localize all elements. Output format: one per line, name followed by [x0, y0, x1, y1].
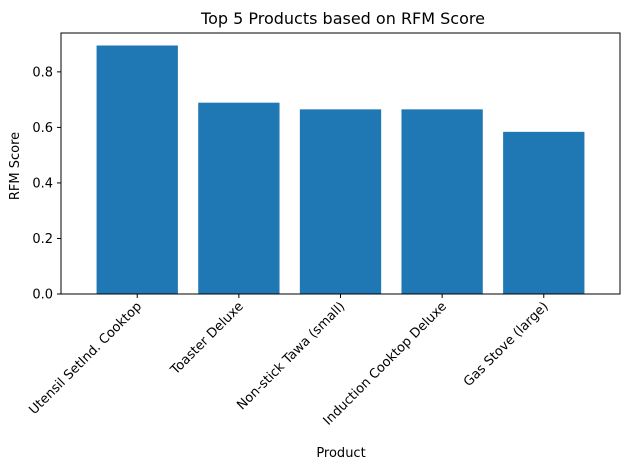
x-tick-label: Induction Cooktop Deluxe — [321, 299, 450, 428]
x-tick-label: Utensil SetInd. Cooktop — [26, 299, 145, 418]
x-tick-label: Gas Stove (large) — [461, 299, 552, 390]
bar — [96, 45, 178, 294]
plot-area: 0.0 0.2 0.4 0.6 0.8 Utensil SetInd. Cooktop To… — [26, 32, 621, 429]
y-tick-label: 0.4 — [32, 176, 53, 191]
bar — [299, 109, 382, 294]
bar — [503, 131, 585, 294]
x-tick-label: Toaster Deluxe — [167, 299, 246, 378]
axes-frame — [60, 32, 621, 295]
bar — [198, 102, 280, 294]
x-tick-label: Non-stick Tawa (small) — [234, 299, 348, 413]
y-tick-label: 0.6 — [32, 121, 53, 136]
x-axis-label: Product — [316, 446, 365, 461]
y-tick-label: 0.8 — [32, 65, 53, 80]
bar — [401, 109, 483, 294]
y-axis-label: RFM Score — [8, 132, 23, 200]
chart-title: Top 5 Products based on RFM Score — [200, 9, 485, 28]
y-tick-label: 0.2 — [32, 232, 53, 247]
y-tick-label: 0.0 — [32, 288, 53, 303]
